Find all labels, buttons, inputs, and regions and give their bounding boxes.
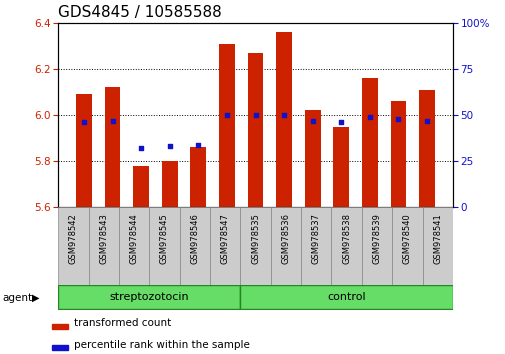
Bar: [219, 44, 234, 207]
Text: percentile rank within the sample: percentile rank within the sample: [74, 339, 250, 350]
Bar: [422, 207, 452, 285]
Bar: [240, 285, 452, 309]
Bar: [105, 87, 120, 207]
Bar: [133, 166, 149, 207]
Bar: [149, 207, 179, 285]
Bar: [88, 207, 119, 285]
Bar: [52, 345, 68, 350]
Bar: [276, 32, 291, 207]
Bar: [331, 207, 361, 285]
Text: GSM978535: GSM978535: [250, 213, 260, 264]
Point: [194, 142, 202, 147]
Bar: [361, 207, 391, 285]
Text: streptozotocin: streptozotocin: [109, 292, 189, 302]
Point: [337, 120, 345, 125]
Point: [251, 112, 259, 118]
Text: GSM978545: GSM978545: [160, 213, 169, 264]
Bar: [190, 147, 206, 207]
Bar: [304, 110, 320, 207]
Text: transformed count: transformed count: [74, 318, 171, 329]
Point: [422, 118, 430, 124]
Text: ▶: ▶: [32, 293, 39, 303]
Bar: [58, 207, 88, 285]
Point: [365, 114, 373, 120]
Text: GSM978547: GSM978547: [220, 213, 229, 264]
Point: [222, 112, 230, 118]
Point: [108, 118, 116, 124]
Text: GSM978542: GSM978542: [69, 213, 78, 264]
Bar: [210, 207, 240, 285]
Text: GSM978536: GSM978536: [281, 213, 290, 264]
Bar: [179, 207, 210, 285]
Bar: [240, 207, 270, 285]
Point: [280, 112, 288, 118]
Point: [165, 143, 173, 149]
Text: GSM978543: GSM978543: [99, 213, 108, 264]
Text: GSM978546: GSM978546: [190, 213, 199, 264]
Point: [137, 145, 145, 151]
Text: GDS4845 / 10585588: GDS4845 / 10585588: [58, 5, 222, 21]
Bar: [418, 90, 434, 207]
Bar: [391, 207, 422, 285]
Text: agent: agent: [3, 293, 33, 303]
Text: GSM978538: GSM978538: [341, 213, 350, 264]
Bar: [270, 207, 300, 285]
Text: GSM978544: GSM978544: [129, 213, 138, 264]
Bar: [119, 207, 149, 285]
Bar: [58, 285, 240, 309]
Text: GSM978539: GSM978539: [372, 213, 381, 264]
Bar: [390, 101, 406, 207]
Text: GSM978540: GSM978540: [402, 213, 411, 264]
Bar: [76, 94, 92, 207]
Bar: [162, 161, 177, 207]
Point: [308, 118, 316, 124]
Text: control: control: [327, 292, 365, 302]
Bar: [361, 78, 377, 207]
Bar: [247, 53, 263, 207]
Point: [394, 116, 402, 121]
Bar: [52, 324, 68, 329]
Text: GSM978537: GSM978537: [311, 213, 320, 264]
Bar: [300, 207, 331, 285]
Bar: [333, 126, 348, 207]
Text: GSM978541: GSM978541: [432, 213, 441, 264]
Point: [80, 120, 88, 125]
